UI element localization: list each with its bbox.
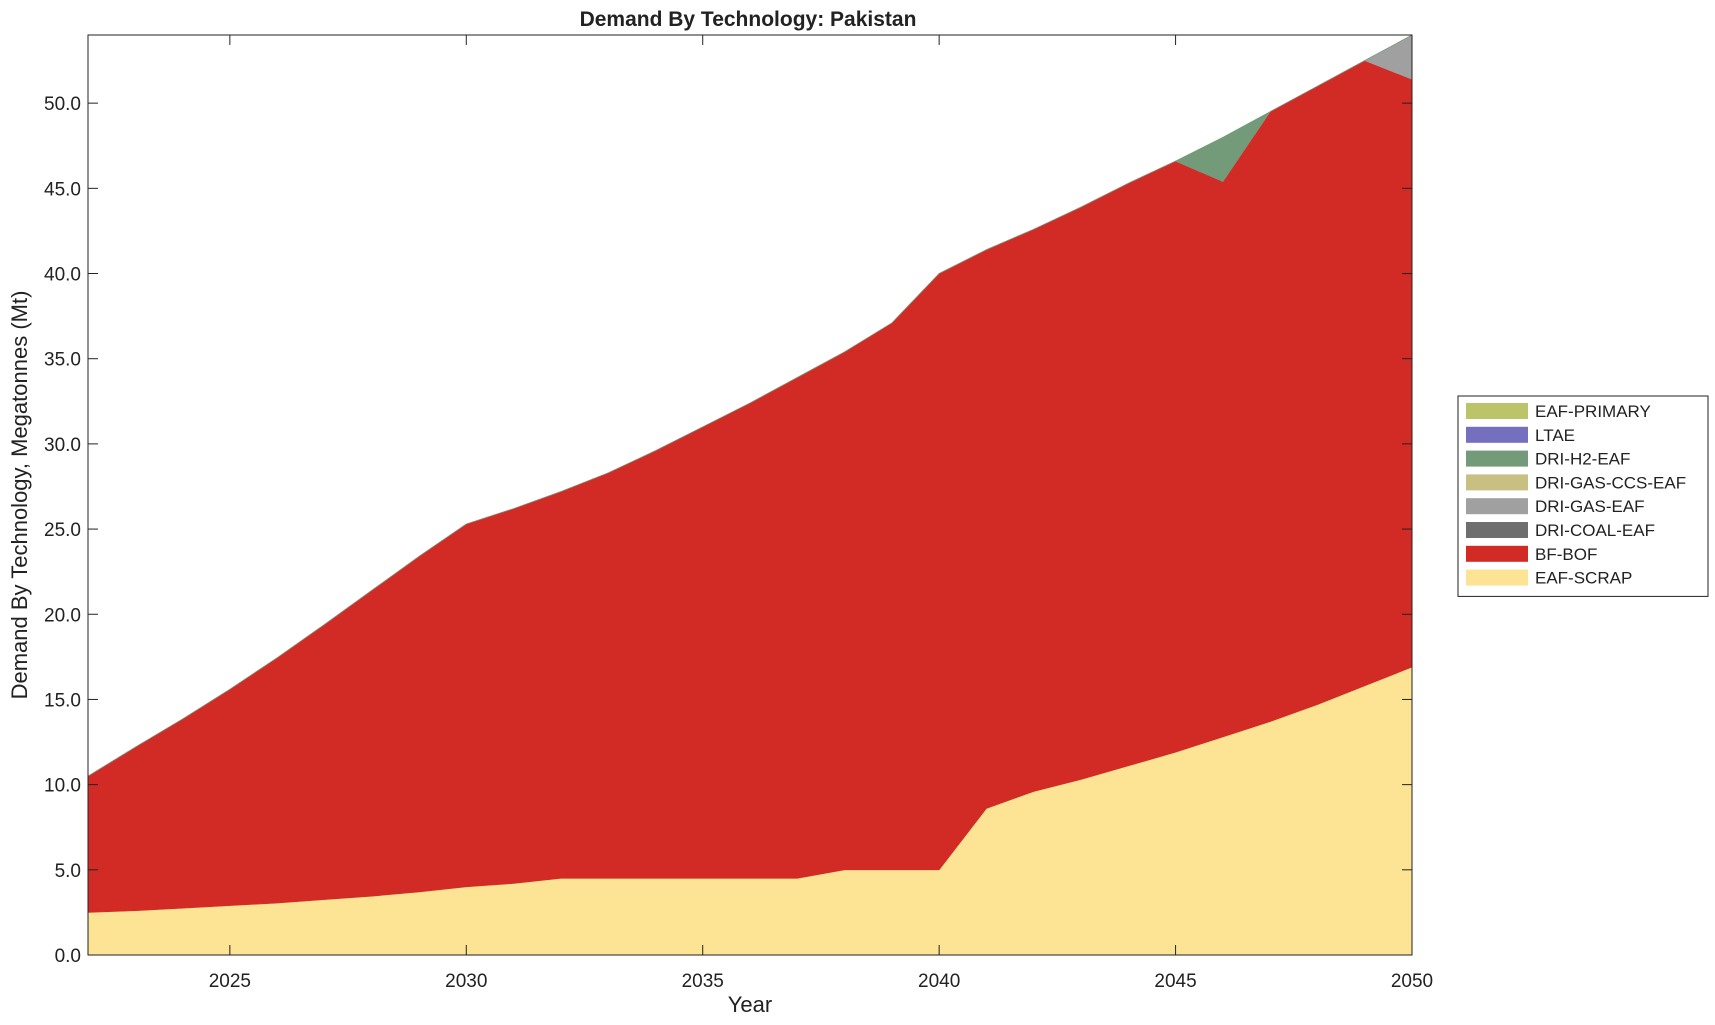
legend-label-eaf-primary: EAF-PRIMARY	[1535, 402, 1651, 421]
legend-label-bf-bof: BF-BOF	[1535, 545, 1597, 564]
legend-swatch-bf-bof	[1466, 545, 1528, 562]
legend: EAF-PRIMARY LTAE DRI-H2-EAF DRI-GAS-CCS-EAF…	[1457, 395, 1709, 597]
y-tick-label: 20.0	[44, 605, 81, 626]
legend-swatch-dri-h2-eaf	[1466, 450, 1528, 467]
y-tick-label: 15.0	[44, 690, 81, 711]
x-tick-label: 2045	[1154, 971, 1196, 992]
y-tick-label: 25.0	[44, 520, 81, 541]
y-tick-label: 50.0	[44, 94, 81, 115]
stacked-areas	[87, 34, 1413, 956]
x-tick-label: 2035	[682, 971, 724, 992]
y-tick-label: 45.0	[44, 179, 81, 200]
y-tick-label: 0.0	[55, 946, 81, 967]
legend-box	[1457, 395, 1709, 597]
legend-label-dri-h2-eaf: DRI-H2-EAF	[1535, 450, 1630, 469]
y-tick-label: 30.0	[44, 435, 81, 456]
legend-swatch-eaf-scrap	[1466, 569, 1528, 586]
legend-swatch-ltae	[1466, 426, 1528, 443]
x-tick-label: 2040	[918, 971, 960, 992]
legend-label-dri-gas-eaf: DRI-GAS-EAF	[1535, 497, 1645, 516]
y-tick-label: 40.0	[44, 265, 81, 286]
x-tick-label: 2025	[209, 971, 251, 992]
x-tick-label: 2050	[1391, 971, 1433, 992]
legend-swatch-dri-gas-ccs-eaf	[1466, 474, 1528, 491]
legend-label-ltae: LTAE	[1535, 426, 1575, 445]
chart-title: Demand By Technology: Pakistan	[580, 8, 917, 31]
axis-ticks: 0.0 5.0 10.0 15.0 20.0 25.0 30.0 35.0 40.0 45.0 50…	[44, 35, 1433, 992]
y-tick-label: 10.0	[44, 776, 81, 797]
x-tick-label: 2030	[445, 971, 487, 992]
x-axis-label: Year	[728, 992, 772, 1017]
legend-label-dri-gas-ccs-eaf: DRI-GAS-CCS-EAF	[1535, 473, 1686, 492]
legend-swatch-eaf-primary	[1466, 403, 1528, 419]
legend-label-eaf-scrap: EAF-SCRAP	[1535, 569, 1632, 588]
y-tick-label: 5.0	[55, 861, 81, 882]
legend-swatch-dri-coal-eaf	[1466, 522, 1528, 538]
legend-label-dri-coal-eaf: DRI-COAL-EAF	[1535, 521, 1655, 540]
legend-swatch-dri-gas-eaf	[1466, 498, 1528, 515]
plot-frame	[87, 34, 1413, 956]
y-axis-label: Demand By Technology, Megatonnes (Mt)	[7, 291, 32, 700]
y-tick-label: 35.0	[44, 350, 81, 371]
